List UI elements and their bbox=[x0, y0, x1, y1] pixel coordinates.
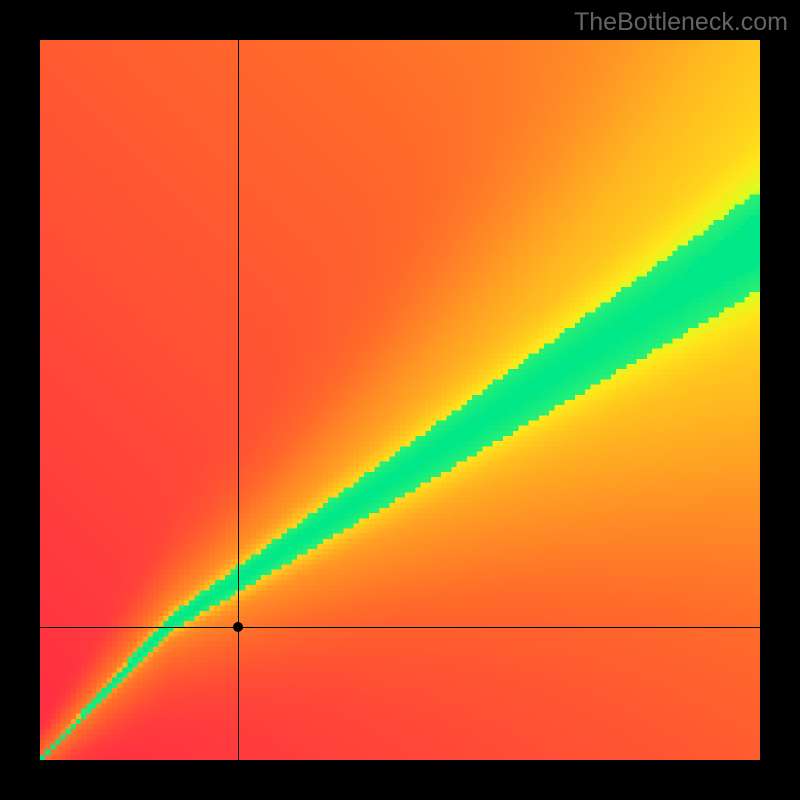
crosshair-horizontal bbox=[40, 627, 760, 628]
crosshair-vertical bbox=[238, 40, 239, 760]
heatmap-canvas bbox=[40, 40, 760, 760]
heatmap-plot bbox=[40, 40, 760, 760]
watermark: TheBottleneck.com bbox=[574, 8, 788, 37]
operating-point-marker bbox=[233, 622, 243, 632]
